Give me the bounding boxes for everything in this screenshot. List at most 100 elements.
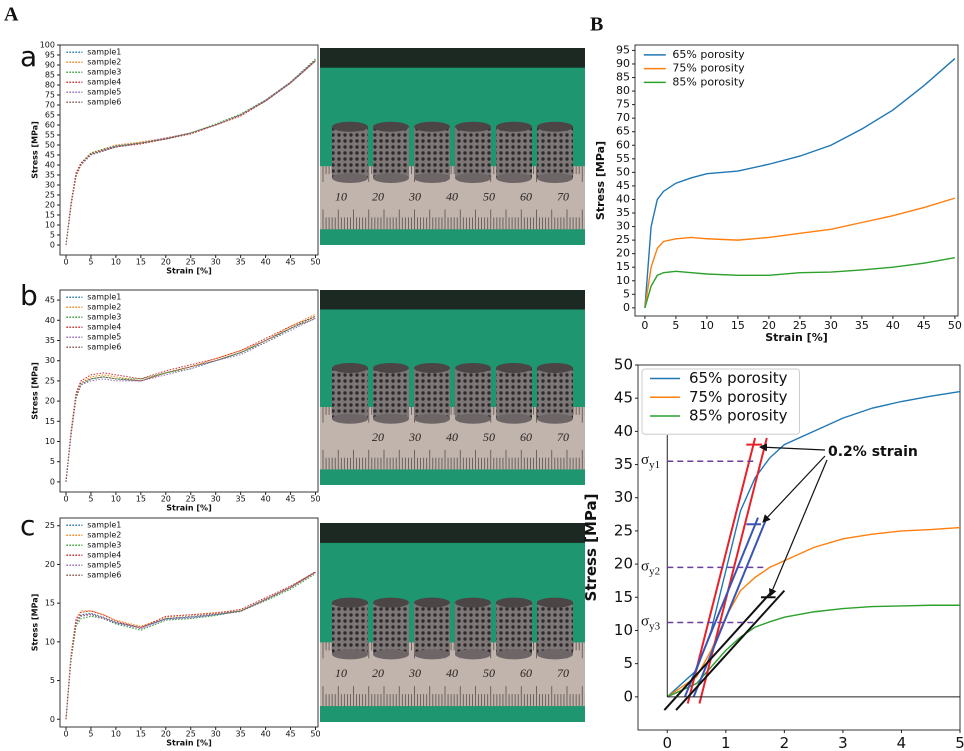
series-line [65, 570, 316, 720]
yield-subscript: y1 [649, 459, 660, 471]
series-line [65, 60, 316, 246]
x-axis-label: Strain [%] [166, 267, 211, 276]
series-line [666, 390, 960, 698]
y-tick-label: 15 [45, 599, 55, 608]
ruler-label: 70 [557, 430, 569, 444]
yield-label: σy2 [641, 559, 660, 577]
y-tick-label: 0 [50, 241, 55, 250]
y-tick-label: 60 [45, 121, 55, 130]
y-tick-label: 50 [616, 165, 630, 178]
y-tick-label: 75 [45, 91, 55, 100]
y-axis-label: Stress [MPa] [31, 594, 40, 652]
specimen [373, 368, 409, 419]
ruler-label: 40 [446, 666, 458, 680]
x-tick-label: 20 [161, 258, 171, 267]
specimen [332, 368, 368, 419]
specimen-top [455, 121, 491, 132]
specimen-bottom [537, 649, 573, 660]
plot-area [644, 58, 956, 309]
y-tick-label: 75 [616, 98, 630, 111]
y-tick-label: 35 [616, 206, 630, 219]
x-axis-label: Strain [%] [166, 739, 211, 748]
x-tick-label: 0 [662, 734, 672, 751]
plot-frame [637, 364, 961, 731]
panel-label: a [20, 40, 37, 73]
x-tick-label: 35 [236, 730, 246, 739]
x-tick-label: 30 [824, 319, 838, 332]
offset-line [683, 517, 759, 698]
ruler-label: 20 [372, 430, 384, 444]
y-tick-label: 20 [45, 201, 55, 210]
x-tick-label: 15 [136, 495, 146, 504]
x-tick-label: 10 [111, 495, 121, 504]
y-tick-label: 25 [616, 233, 630, 246]
legend-label: sample1 [87, 521, 121, 530]
x-axis-label: Strain [%] [765, 331, 828, 344]
x-tick-label: 15 [136, 730, 146, 739]
y-tick-label: 0 [50, 715, 55, 724]
dark-band [320, 523, 585, 543]
yield-symbol: σ [641, 614, 649, 630]
y-tick-label: 45 [614, 389, 633, 407]
y-tick-label: 65 [45, 111, 55, 120]
y-tick-label: 25 [614, 521, 633, 539]
plot-area [65, 58, 316, 246]
yield-subscript: y3 [649, 620, 661, 632]
y-tick-label: 10 [45, 221, 55, 230]
y-tick-label: 10 [45, 637, 55, 646]
specimen-bottom [414, 173, 450, 184]
x-tick-label: 15 [136, 258, 146, 267]
x-tick-label: 0 [63, 495, 68, 504]
series-line [65, 571, 316, 720]
specimen [373, 126, 409, 179]
y-tick-label: 5 [50, 676, 55, 685]
ruler-label: 50 [483, 430, 495, 444]
y-tick-label: 55 [45, 131, 55, 140]
x-tick-label: 5 [955, 734, 964, 751]
legend-label: sample2 [87, 531, 121, 540]
plot-frame [634, 44, 959, 317]
specimen [332, 602, 368, 655]
y-tick-label: 30 [616, 220, 630, 233]
series-line [65, 317, 316, 482]
series-line [644, 58, 956, 308]
legend-label: 75% porosity [689, 388, 788, 406]
y-tick-label: 45 [45, 296, 55, 305]
y-tick-label: 15 [45, 211, 55, 220]
y-tick-label: 20 [45, 560, 55, 569]
ruler-label: 10 [335, 189, 347, 203]
legend-label: sample4 [87, 551, 121, 560]
x-tick-label: 5 [88, 495, 93, 504]
specimen [414, 602, 450, 655]
specimen [414, 368, 450, 419]
yield-symbol: σ [641, 453, 649, 469]
x-tick-label: 40 [886, 319, 900, 332]
x-tick-label: 0 [641, 319, 648, 332]
ruler-label: 30 [408, 666, 421, 680]
ruler-label: 70 [557, 666, 569, 680]
specimen-top [414, 121, 450, 132]
offset-line [686, 437, 757, 704]
ruler-label: 30 [408, 430, 421, 444]
legend-label: sample6 [87, 343, 121, 352]
specimen-bottom [455, 413, 491, 424]
y-tick-label: 0 [623, 301, 630, 314]
series-line [666, 604, 960, 698]
legend-label: sample2 [87, 303, 121, 312]
y-tick-label: 30 [45, 181, 55, 190]
panel-label: A [4, 4, 19, 26]
annotation-arrow [769, 459, 828, 597]
specimen-top [373, 363, 409, 373]
plot-frame [59, 517, 319, 728]
y-tick-label: 90 [45, 61, 55, 70]
y-tick-label: 40 [45, 316, 55, 325]
y-tick-label: 25 [45, 376, 55, 385]
y-tick-label: 10 [616, 274, 630, 287]
specimen-top [414, 597, 450, 608]
panel-label: B [590, 14, 603, 36]
specimen-top [537, 121, 573, 132]
specimen-top [496, 121, 532, 132]
x-tick-label: 15 [731, 319, 745, 332]
y-tick-label: 20 [614, 555, 633, 573]
series-line [644, 197, 956, 308]
